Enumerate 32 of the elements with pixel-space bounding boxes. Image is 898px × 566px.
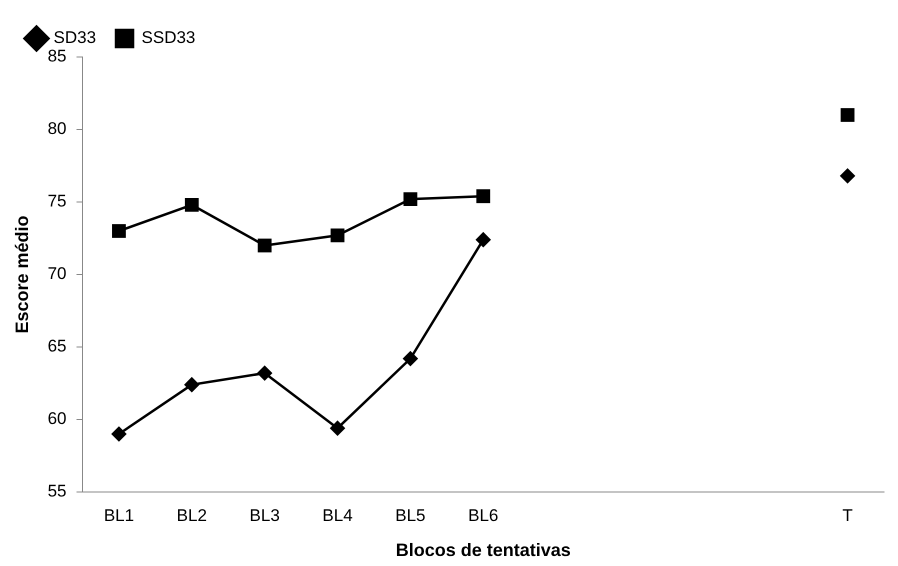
x-tick-label: BL4 [322, 506, 353, 525]
point [840, 108, 854, 122]
y-axis-title: Escore médio [12, 215, 32, 334]
x-tick-label: BL5 [395, 506, 426, 525]
point [184, 377, 200, 392]
point [403, 351, 418, 366]
x-tick-label: BL6 [468, 506, 498, 525]
x-axis-title: Blocos de tentativas [396, 540, 571, 560]
point [257, 366, 272, 380]
point [184, 198, 199, 212]
legend-label: SSD33 [142, 28, 196, 48]
y-tick-label: 75 [48, 192, 67, 211]
x-tick-label: BL1 [104, 506, 134, 525]
y-tick-label: 60 [48, 409, 67, 428]
y-tick-label: 80 [48, 119, 67, 138]
point [330, 420, 345, 436]
point [403, 192, 418, 206]
point [330, 228, 344, 242]
point [112, 426, 126, 442]
point [476, 189, 490, 204]
point [258, 238, 272, 252]
point [112, 224, 126, 238]
x-tick-label: BL3 [250, 506, 280, 525]
y-tick-label: 55 [48, 482, 67, 501]
x-tick-label: BL2 [176, 506, 207, 525]
y-tick-label: 70 [48, 264, 67, 284]
y-tick-label: 85 [48, 46, 67, 66]
legend-label: SD33 [54, 28, 96, 48]
point [476, 232, 491, 247]
x-tick-label: T [842, 506, 853, 525]
point [840, 168, 855, 184]
y-tick-label: 65 [48, 336, 67, 356]
